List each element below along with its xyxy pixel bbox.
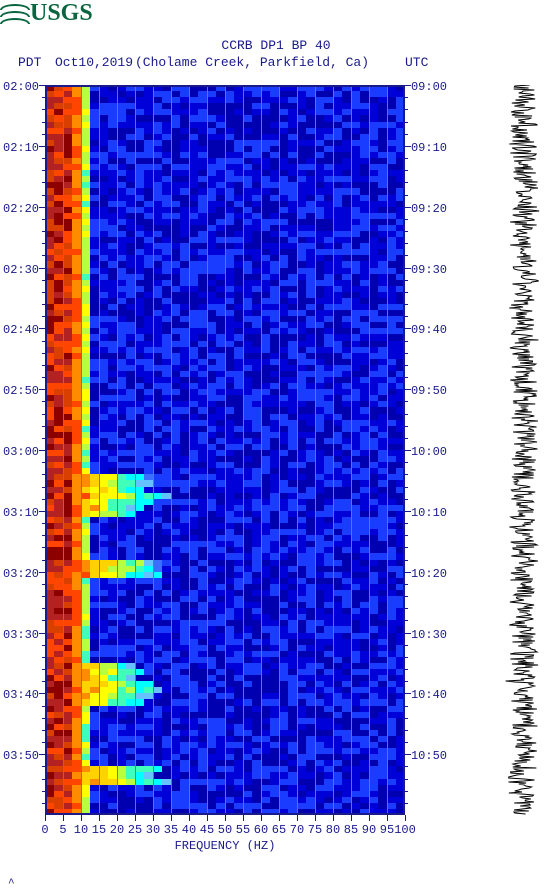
x-tick-label: 40 xyxy=(182,823,196,837)
pdt-time-label: 02:40 xyxy=(3,323,39,337)
utc-label: UTC xyxy=(405,55,428,70)
x-axis-title: FREQUENCY (HZ) xyxy=(45,839,405,853)
x-tick-label: 85 xyxy=(344,823,358,837)
x-tick-label: 0 xyxy=(41,823,48,837)
pdt-time-label: 03:30 xyxy=(3,628,39,642)
pdt-time-label: 02:00 xyxy=(3,80,39,94)
utc-time-label: 10:30 xyxy=(411,628,447,642)
utc-time-label: 09:30 xyxy=(411,263,447,277)
x-tick-label: 95 xyxy=(380,823,394,837)
x-tick-label: 25 xyxy=(128,823,142,837)
seismogram-trace xyxy=(504,85,544,815)
x-tick-label: 70 xyxy=(290,823,304,837)
pdt-time-label: 03:00 xyxy=(3,445,39,459)
utc-time-label: 10:10 xyxy=(411,506,447,520)
x-tick-label: 55 xyxy=(236,823,250,837)
utc-time-label: 10:20 xyxy=(411,567,447,581)
utc-time-label: 09:40 xyxy=(411,323,447,337)
pdt-label: PDT xyxy=(18,55,41,70)
footer-mark: ^ xyxy=(8,878,15,890)
x-tick-label: 60 xyxy=(254,823,268,837)
x-tick-label: 45 xyxy=(200,823,214,837)
pdt-time-label: 02:30 xyxy=(3,263,39,277)
pdt-time-label: 02:50 xyxy=(3,384,39,398)
x-tick-label: 5 xyxy=(59,823,66,837)
utc-time-label: 09:50 xyxy=(411,384,447,398)
pdt-time-label: 03:40 xyxy=(3,688,39,702)
x-tick-label: 10 xyxy=(74,823,88,837)
seismogram-path xyxy=(506,85,540,814)
date-label: Oct10,2019 xyxy=(55,55,133,70)
x-tick-label: 65 xyxy=(272,823,286,837)
plot-border xyxy=(45,85,405,815)
spectrogram-plot: 0510152025303540455055606570758085909510… xyxy=(45,85,405,815)
usgs-logo: USGS xyxy=(0,0,93,27)
pdt-time-label: 03:10 xyxy=(3,506,39,520)
usgs-logo-text: USGS xyxy=(30,0,93,27)
x-tick-label: 20 xyxy=(110,823,124,837)
usgs-logo-mark xyxy=(0,2,26,26)
x-tick-label: 30 xyxy=(146,823,160,837)
x-tick-label: 80 xyxy=(326,823,340,837)
chart-title: CCRB DP1 BP 40 xyxy=(0,38,552,53)
x-tick-label: 90 xyxy=(362,823,376,837)
pdt-time-label: 02:20 xyxy=(3,202,39,216)
pdt-time-label: 02:10 xyxy=(3,141,39,155)
utc-time-label: 09:20 xyxy=(411,202,447,216)
utc-time-label: 10:00 xyxy=(411,445,447,459)
x-tick-label: 35 xyxy=(164,823,178,837)
x-tick-label: 75 xyxy=(308,823,322,837)
utc-time-label: 10:40 xyxy=(411,688,447,702)
x-tick-label: 50 xyxy=(218,823,232,837)
pdt-time-label: 03:50 xyxy=(3,749,39,763)
utc-time-label: 09:10 xyxy=(411,141,447,155)
x-tick-label: 15 xyxy=(92,823,106,837)
station-label: (Cholame Creek, Parkfield, Ca) xyxy=(135,55,369,70)
x-tick-label: 100 xyxy=(394,823,416,837)
utc-time-label: 10:50 xyxy=(411,749,447,763)
utc-time-label: 09:00 xyxy=(411,80,447,94)
pdt-time-label: 03:20 xyxy=(3,567,39,581)
